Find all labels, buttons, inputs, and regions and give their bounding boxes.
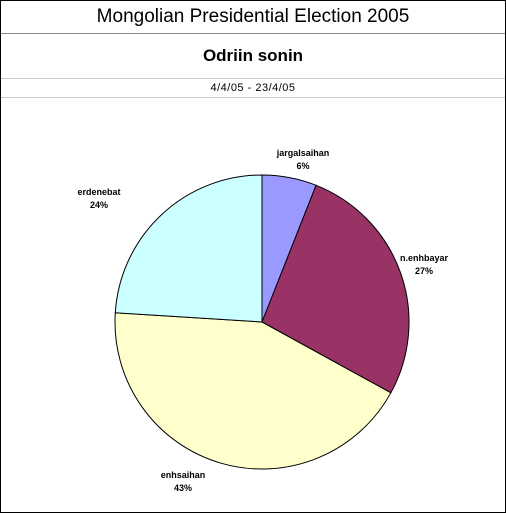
chart-subtitle: Odriin sonin	[1, 34, 505, 79]
slice-name-label: enhsaihan	[161, 470, 206, 480]
slice-name-label: erdenebat	[77, 187, 120, 197]
slice-name-label: jargalsaihan	[276, 148, 330, 158]
slice-percent-label: 6%	[296, 161, 309, 171]
pie-slices	[114, 174, 410, 470]
slice-percent-label: 27%	[415, 266, 433, 276]
pie-labels: jargalsaihan 6% n.enhbayar 27% enhsaihan 43% e…	[77, 148, 448, 493]
slice-percent-label: 24%	[90, 200, 108, 210]
slice-name-label: n.enhbayar	[400, 253, 449, 263]
pie-slice-erdenebat	[114, 174, 263, 323]
pie-slice-enhsaihan	[114, 312, 392, 470]
date-range: 4/4/05 - 23/4/05	[1, 79, 505, 98]
chart-title: Mongolian Presidential Election 2005	[1, 1, 505, 34]
pie-chart: jargalsaihan 6% n.enhbayar 27% enhsaihan 43% e…	[77, 148, 448, 493]
slice-percent-label: 43%	[174, 483, 192, 493]
pie-slice-n-enhbayar	[261, 184, 410, 394]
